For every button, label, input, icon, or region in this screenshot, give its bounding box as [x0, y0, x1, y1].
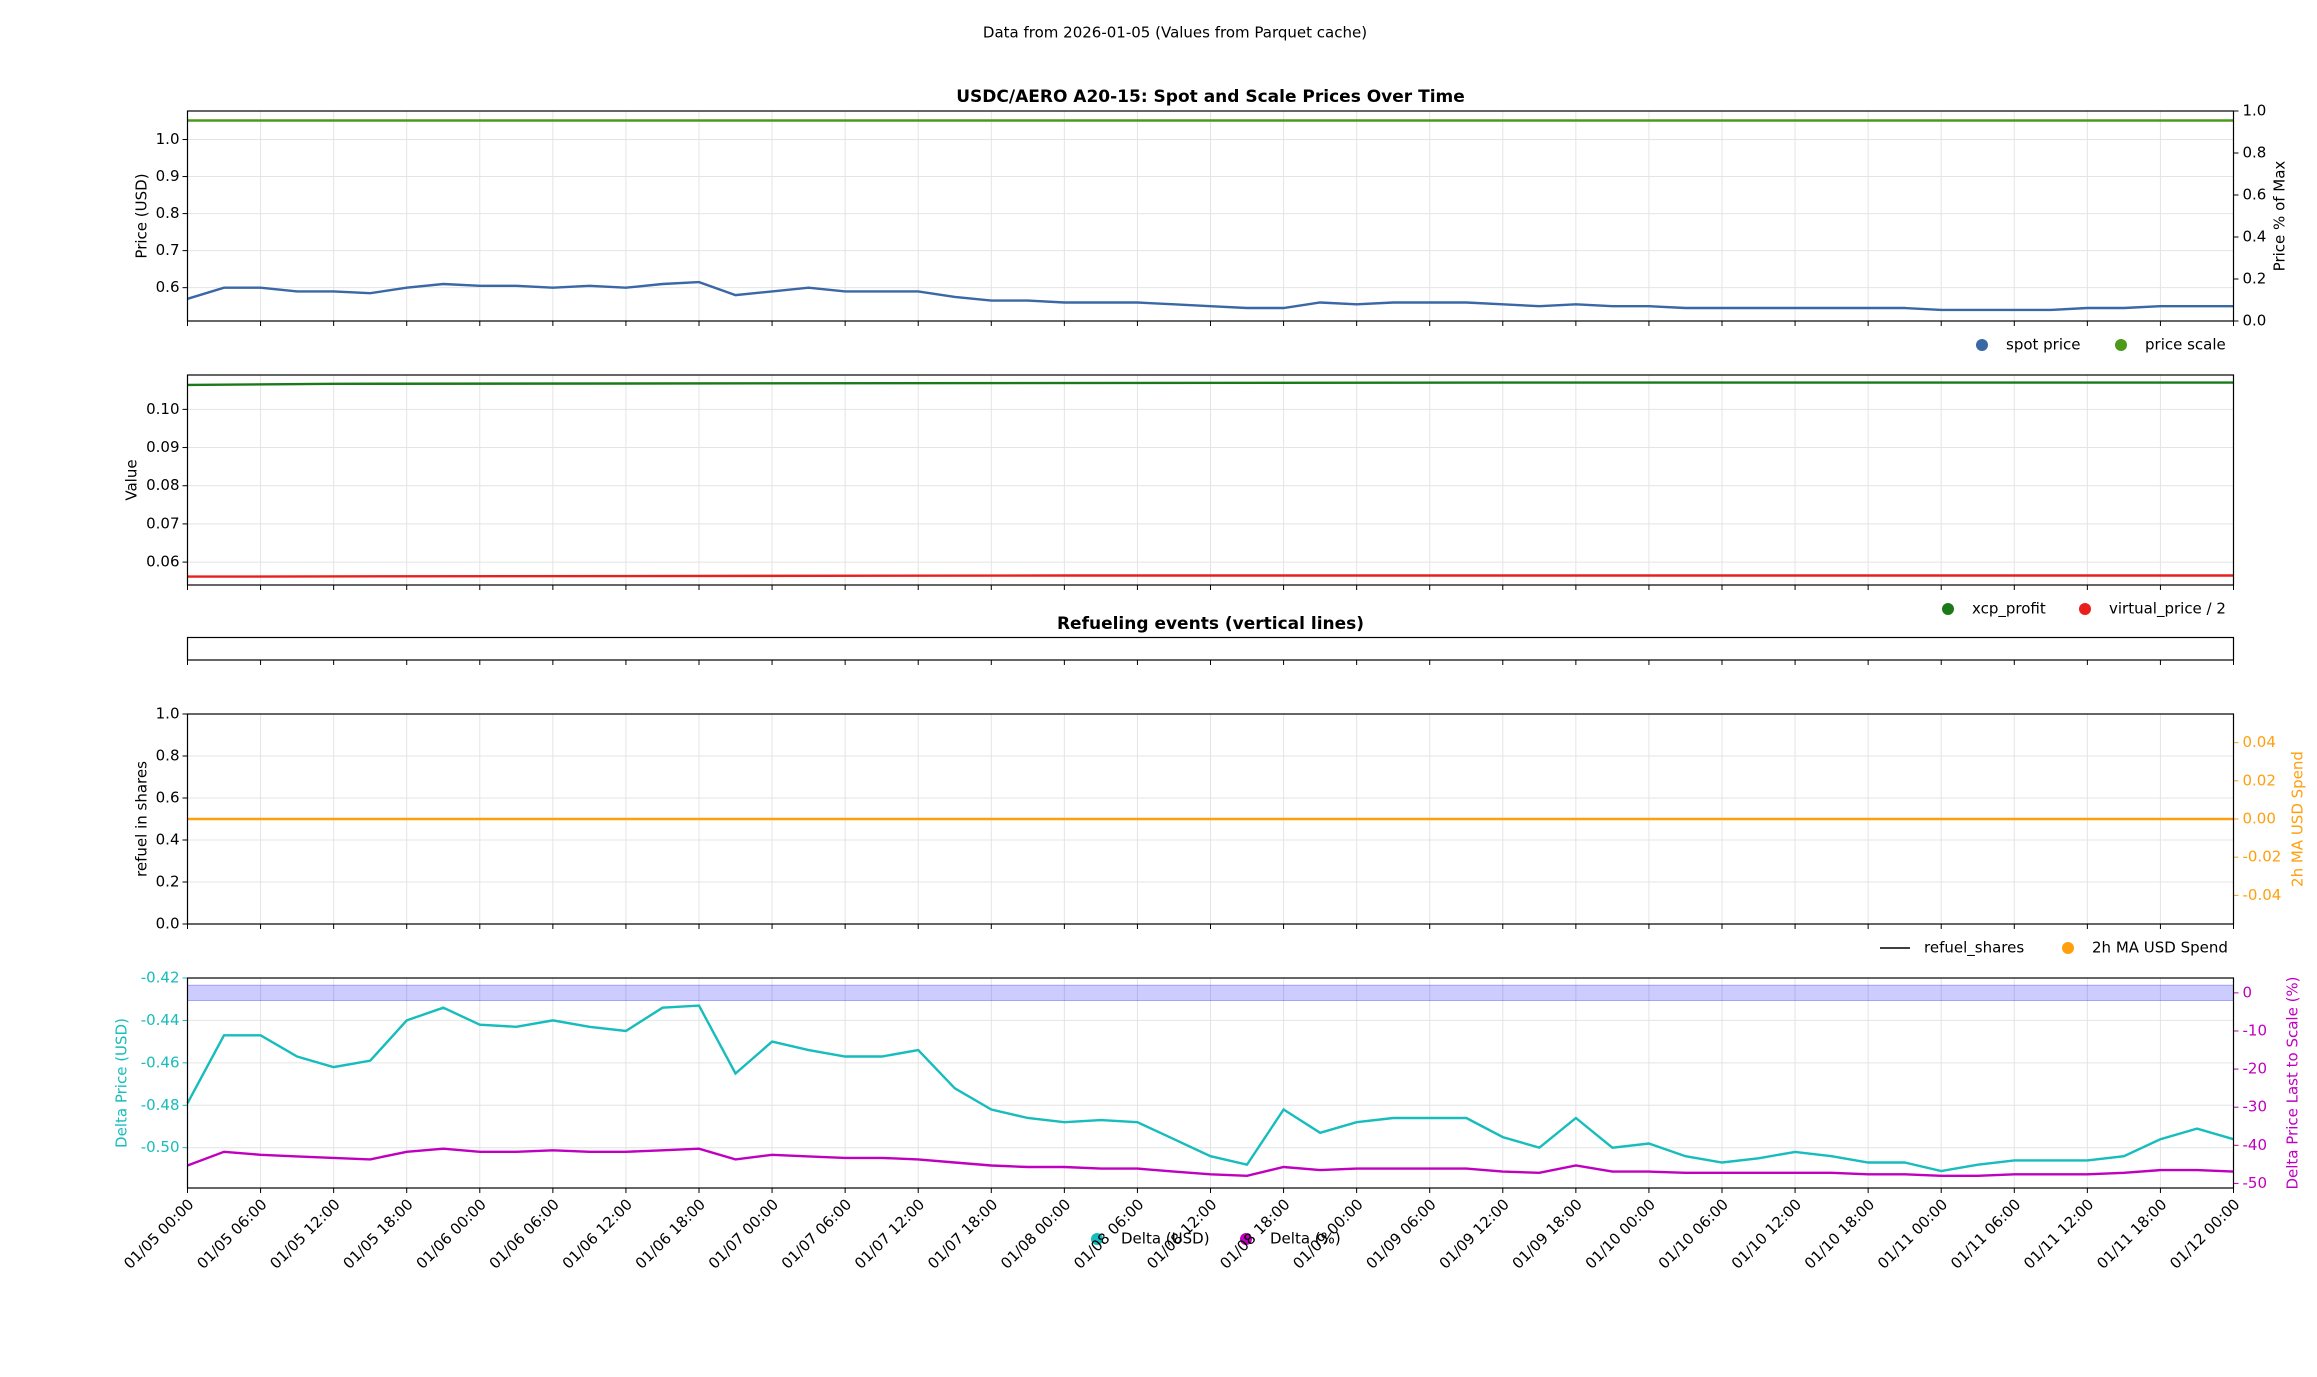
- suptitle: Data from 2026-01-05 (Values from Parque…: [983, 24, 1367, 42]
- y-tick-label: 0.2: [2243, 270, 2267, 288]
- series-line: [187, 280, 2234, 312]
- legend-label: Delta (%): [1270, 1230, 1341, 1248]
- series-line: [187, 574, 2234, 578]
- axis-label: 2h MA USD Spend: [2289, 751, 2307, 887]
- x-tick-label: 01/07 18:00: [924, 1195, 1001, 1272]
- legend-swatch: [2062, 942, 2074, 954]
- y-tick-label: 0.7: [156, 241, 180, 259]
- series-line: [187, 1147, 2234, 1178]
- y-tick-label: 0.00: [2243, 810, 2276, 828]
- x-tick-label: 01/09 12:00: [1436, 1195, 1513, 1272]
- y-tick-label: -0.02: [2243, 848, 2282, 866]
- legend-swatch: [2079, 603, 2091, 615]
- legend-label: xcp_profit: [1972, 600, 2046, 619]
- x-tick-label: 01/11 12:00: [2020, 1195, 2097, 1272]
- x-tick-label: 01/05 12:00: [266, 1195, 343, 1272]
- y-tick-label: -50: [2243, 1174, 2268, 1192]
- x-tick-label: 01/12 00:00: [2166, 1195, 2243, 1272]
- y-tick-label: -40: [2243, 1136, 2268, 1154]
- legend-label: Delta (USD): [1121, 1230, 1210, 1248]
- y-tick-label: 0.02: [2243, 771, 2276, 789]
- y-tick-label: 0.4: [156, 831, 180, 849]
- y-tick-label: 0.6: [156, 789, 180, 807]
- legend-label: refuel_shares: [1924, 939, 2024, 958]
- y-tick-label: 0.8: [2243, 144, 2267, 162]
- y-tick-label: 0.0: [156, 915, 180, 933]
- y-tick-label: 0.06: [146, 553, 179, 571]
- x-tick-label: 01/09 18:00: [1509, 1195, 1586, 1272]
- x-tick-label: 01/05 00:00: [120, 1195, 197, 1272]
- legend-swatch: [2115, 339, 2127, 351]
- x-tick-label: 01/11 18:00: [2093, 1195, 2170, 1272]
- y-tick-label: -20: [2243, 1060, 2268, 1078]
- x-tick-label: 01/10 06:00: [1655, 1195, 1732, 1272]
- x-tick-label: 01/05 18:00: [339, 1195, 416, 1272]
- series-line: [186, 1004, 2234, 1173]
- y-tick-label: 0.04: [2243, 733, 2276, 751]
- legend-swatch: [1091, 1233, 1103, 1245]
- y-tick-label: 0.2: [156, 873, 180, 891]
- x-tick-label: 01/07 06:00: [778, 1195, 855, 1272]
- legend-swatch: [1240, 1233, 1252, 1245]
- legend-label: virtual_price / 2: [2109, 600, 2226, 619]
- x-tick-label: 01/06 06:00: [486, 1195, 563, 1272]
- x-tick-label: 01/10 12:00: [1728, 1195, 1805, 1272]
- axis-label: Value: [123, 459, 141, 500]
- axis-label: Price % of Max: [2271, 161, 2289, 272]
- y-tick-label: 1.0: [2243, 102, 2267, 120]
- legend-label: 2h MA USD Spend: [2092, 939, 2228, 957]
- y-tick-label: -0.46: [141, 1053, 180, 1071]
- y-tick-label: 0.07: [146, 514, 179, 532]
- chart-title: Refueling events (vertical lines): [1057, 614, 1364, 634]
- x-tick-label: 01/07 12:00: [851, 1195, 928, 1272]
- x-tick-label: 01/07 00:00: [705, 1195, 782, 1272]
- band: [187, 984, 2234, 1001]
- y-tick-label: 1.0: [156, 130, 180, 148]
- y-tick-label: -0.44: [141, 1011, 180, 1029]
- y-tick-label: -0.50: [141, 1138, 180, 1156]
- legend-swatch: [1976, 339, 1988, 351]
- y-tick-label: 0.4: [2243, 228, 2267, 246]
- chart-title: USDC/AERO A20-15: Spot and Scale Prices …: [956, 87, 1465, 107]
- y-tick-label: 0.9: [156, 167, 180, 185]
- legend-label: price scale: [2145, 336, 2226, 354]
- axes-frame: [186, 636, 2235, 661]
- axis-label: Delta Price Last to Scale (%): [2284, 976, 2302, 1189]
- x-tick-label: 01/08 00:00: [997, 1195, 1074, 1272]
- x-tick-label: 01/06 12:00: [559, 1195, 636, 1272]
- x-tick-label: 01/05 06:00: [193, 1195, 270, 1272]
- y-tick-label: 0.09: [146, 438, 179, 456]
- axis-label: Delta Price (USD): [113, 1018, 131, 1148]
- y-tick-label: 0.0: [2243, 312, 2267, 330]
- x-tick-label: 01/06 18:00: [632, 1195, 709, 1272]
- y-tick-label: -10: [2243, 1021, 2268, 1039]
- legend-label: spot price: [2006, 336, 2081, 354]
- axis-label: Price (USD): [133, 173, 151, 258]
- y-tick-label: 0.10: [146, 400, 179, 418]
- y-tick-label: 0: [2243, 983, 2253, 1001]
- y-tick-label: 0.6: [2243, 186, 2267, 204]
- y-tick-label: -0.48: [141, 1096, 180, 1114]
- y-tick-label: 0.6: [156, 278, 180, 296]
- x-tick-label: 01/09 06:00: [1362, 1195, 1439, 1272]
- x-tick-label: 01/11 06:00: [1947, 1195, 2024, 1272]
- y-tick-label: 0.8: [156, 747, 180, 765]
- x-tick-label: 01/10 18:00: [1801, 1195, 1878, 1272]
- y-tick-label: 1.0: [156, 705, 180, 723]
- x-tick-label: 01/11 00:00: [1874, 1195, 1951, 1272]
- y-tick-label: -0.04: [2243, 886, 2282, 904]
- y-tick-label: -30: [2243, 1098, 2268, 1116]
- x-tick-label: 01/06 00:00: [413, 1195, 490, 1272]
- axis-label: refuel in shares: [133, 761, 151, 877]
- y-tick-label: -0.42: [141, 969, 180, 987]
- x-tick-label: 01/10 00:00: [1582, 1195, 1659, 1272]
- legend-swatch: [1942, 603, 1954, 615]
- y-tick-label: 0.8: [156, 204, 180, 222]
- series-line: [187, 381, 2234, 387]
- y-tick-label: 0.08: [146, 476, 179, 494]
